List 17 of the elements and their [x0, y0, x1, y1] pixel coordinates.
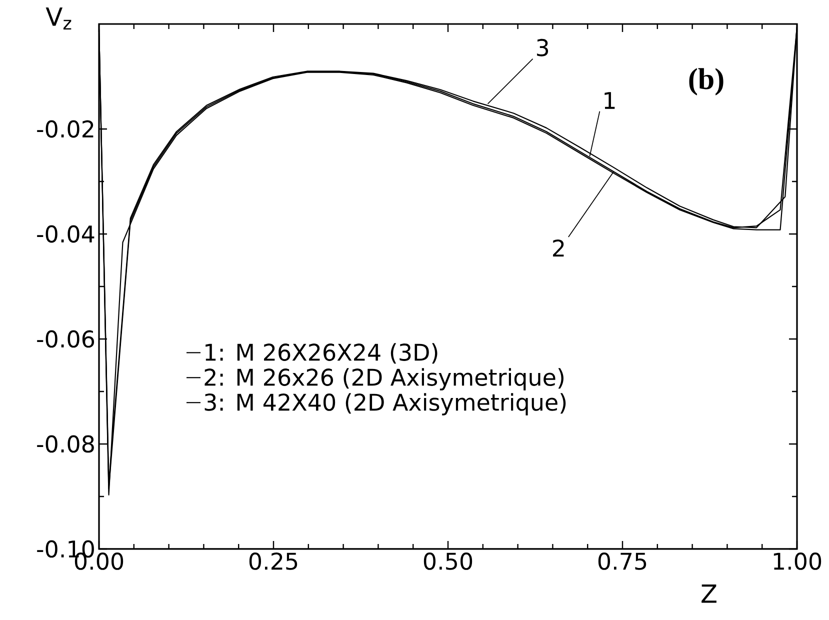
- annotation: 3: [536, 38, 548, 56]
- y-tick-label: -0.02: [37, 120, 94, 138]
- legend-label: 2: M 26x26 (2D Axisymetrique): [204, 368, 564, 390]
- y-tick-label: -0.08: [37, 435, 94, 453]
- y-axis-title: V$_{z}$: [46, 8, 72, 30]
- annotation: (b): [689, 68, 724, 96]
- legend-label: 1: M 26X26X24 (3D): [206, 343, 438, 364]
- y-tick-label: -0.04: [37, 225, 94, 243]
- x-axis-title: Z: [702, 584, 716, 603]
- x-tick-label: 1.00: [774, 552, 822, 570]
- x-tick-label: 0.75: [598, 552, 646, 570]
- annotation: 1: [604, 92, 615, 109]
- legend-label: 3: M 42X40 (2D Axisymetrique): [204, 393, 566, 416]
- annotation: 2: [553, 239, 564, 257]
- x-tick-label: 0.50: [424, 552, 472, 570]
- x-tick-label: 0.25: [249, 552, 298, 570]
- y-tick-label: -0.06: [37, 330, 94, 348]
